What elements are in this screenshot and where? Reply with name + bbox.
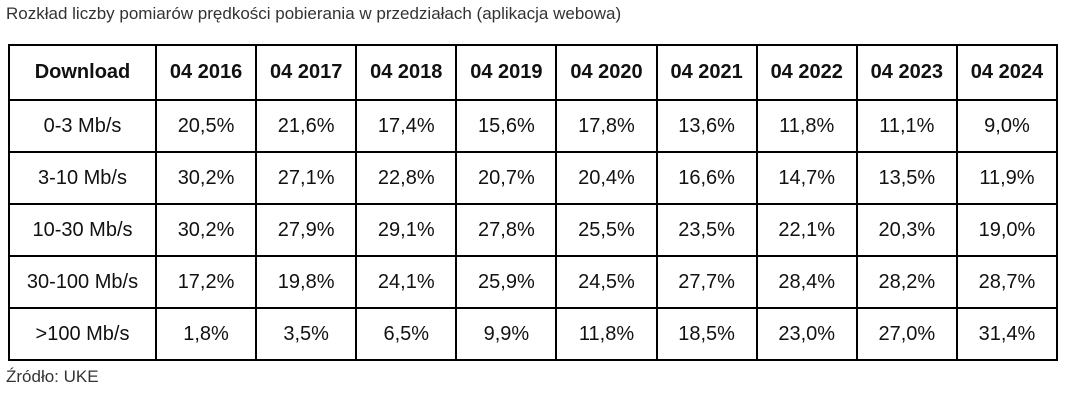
table-cell: 28,7% (955, 255, 1059, 309)
table-cell: 21,6% (255, 99, 358, 153)
table-cell: 27,8% (455, 203, 558, 257)
header-cell: 04 2017 (255, 44, 358, 101)
table-cell: 13,6% (655, 99, 758, 153)
table-cell: 23,0% (755, 307, 858, 361)
header-cell: 04 2020 (555, 44, 658, 101)
table-row: 3-10 Mb/s 30,2% 27,1% 22,8% 20,7% 20,4% … (8, 151, 1059, 205)
table-cell: 13,5% (855, 151, 958, 205)
table-cell: 27,0% (855, 307, 958, 361)
table-cell: 22,8% (355, 151, 458, 205)
table-cell: 20,4% (555, 151, 658, 205)
data-table-container: Download 04 2016 04 2017 04 2018 04 2019… (8, 44, 1059, 361)
table-cell: 11,8% (555, 307, 658, 361)
table-cell: 11,1% (855, 99, 958, 153)
table-cell: 20,3% (855, 203, 958, 257)
table-cell: 20,7% (455, 151, 558, 205)
table-cell: 6,5% (355, 307, 458, 361)
download-speed-table: Download 04 2016 04 2017 04 2018 04 2019… (8, 44, 1059, 361)
table-header-row: Download 04 2016 04 2017 04 2018 04 2019… (8, 44, 1059, 101)
table-cell: 24,5% (555, 255, 658, 309)
table-cell: 27,1% (255, 151, 358, 205)
table-row: >100 Mb/s 1,8% 3,5% 6,5% 9,9% 11,8% 18,5… (8, 307, 1059, 361)
table-row: 0-3 Mb/s 20,5% 21,6% 17,4% 15,6% 17,8% 1… (8, 99, 1059, 153)
table-cell: 17,4% (355, 99, 458, 153)
header-cell: 04 2019 (455, 44, 558, 101)
table-cell: 18,5% (655, 307, 758, 361)
header-cell: 04 2022 (755, 44, 858, 101)
table-cell: 9,9% (455, 307, 558, 361)
table-cell: 27,7% (655, 255, 758, 309)
row-label-cell: 3-10 Mb/s (8, 151, 157, 205)
header-cell: 04 2016 (154, 44, 258, 101)
table-cell: 24,1% (355, 255, 458, 309)
row-label-cell: 10-30 Mb/s (8, 203, 157, 257)
row-label-cell: 30-100 Mb/s (8, 255, 157, 309)
table-cell: 31,4% (955, 307, 1059, 361)
table-cell: 1,8% (154, 307, 258, 361)
table-cell: 25,5% (555, 203, 658, 257)
header-cell: 04 2018 (355, 44, 458, 101)
row-label-cell: >100 Mb/s (8, 307, 157, 361)
header-cell: 04 2023 (855, 44, 958, 101)
table-cell: 20,5% (154, 99, 258, 153)
table-row: 10-30 Mb/s 30,2% 27,9% 29,1% 27,8% 25,5%… (8, 203, 1059, 257)
header-cell: 04 2024 (955, 44, 1059, 101)
table-cell: 28,4% (755, 255, 858, 309)
table-cell: 11,8% (755, 99, 858, 153)
table-cell: 14,7% (755, 151, 858, 205)
table-cell: 15,6% (455, 99, 558, 153)
table-cell: 25,9% (455, 255, 558, 309)
table-row: 30-100 Mb/s 17,2% 19,8% 24,1% 25,9% 24,5… (8, 255, 1059, 309)
header-cell: Download (8, 44, 157, 101)
table-cell: 27,9% (255, 203, 358, 257)
table-cell: 17,8% (555, 99, 658, 153)
table-cell: 30,2% (154, 203, 258, 257)
table-cell: 29,1% (355, 203, 458, 257)
source-note: Źródło: UKE (6, 367, 99, 386)
table-cell: 19,0% (955, 203, 1059, 257)
table-cell: 22,1% (755, 203, 858, 257)
table-cell: 19,8% (255, 255, 358, 309)
table-cell: 9,0% (955, 99, 1059, 153)
row-label-cell: 0-3 Mb/s (8, 99, 157, 153)
table-cell: 11,9% (955, 151, 1059, 205)
table-cell: 28,2% (855, 255, 958, 309)
header-cell: 04 2021 (655, 44, 758, 101)
table-title: Rozkład liczby pomiarów prędkości pobier… (6, 4, 622, 23)
table-cell: 3,5% (255, 307, 358, 361)
table-cell: 30,2% (154, 151, 258, 205)
table-cell: 16,6% (655, 151, 758, 205)
table-cell: 23,5% (655, 203, 758, 257)
table-cell: 17,2% (154, 255, 258, 309)
